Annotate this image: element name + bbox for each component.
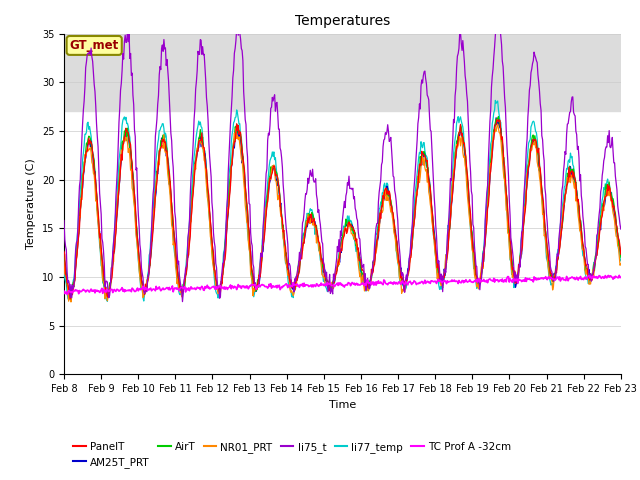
Text: GT_met: GT_met (70, 39, 119, 52)
Title: Temperatures: Temperatures (295, 14, 390, 28)
Legend: PanelT, AM25T_PRT, AirT, NR01_PRT, li75_t, li77_temp, TC Prof A -32cm: PanelT, AM25T_PRT, AirT, NR01_PRT, li75_… (69, 438, 515, 472)
Bar (64, 34, 621, 111)
Y-axis label: Temperature (C): Temperature (C) (26, 158, 36, 250)
X-axis label: Time: Time (329, 400, 356, 409)
